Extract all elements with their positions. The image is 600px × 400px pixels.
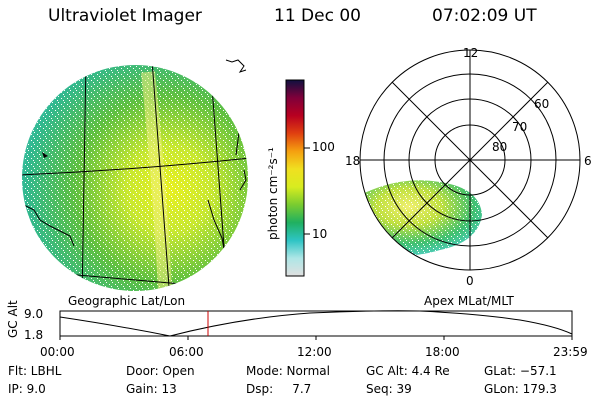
timeline-x-tick-1: 06:00 <box>169 345 204 359</box>
status-gain: Gain: 13 <box>126 382 177 396</box>
mlt-label-6: 6 <box>584 154 592 168</box>
lat-label-70: 70 <box>512 120 528 134</box>
time-label: 07:02:09 UT <box>432 6 537 26</box>
status-glat: GLat: −57.1 <box>484 364 557 378</box>
mlt-label-12: 12 <box>463 46 479 60</box>
polar-plot <box>359 49 581 271</box>
timeline-plot <box>59 310 573 340</box>
colorbar-tick-100: 100 <box>312 140 335 154</box>
geographic-image <box>22 59 248 291</box>
date-label: 11 Dec 00 <box>274 6 361 26</box>
timeline-x-tick-2: 12:00 <box>297 345 332 359</box>
timeline-y-tick-max: 9.0 <box>24 307 44 321</box>
timeline-axis-label: GC Alt <box>6 300 20 338</box>
polar-panel-label: Apex MLat/MLT <box>424 294 514 308</box>
sun-marker <box>42 152 48 158</box>
colorbar-unit-label: photon cm⁻²s⁻¹ <box>266 147 280 240</box>
status-ip: IP: 9.0 <box>8 382 46 396</box>
status-dsp: Dsp: 7.7 <box>246 382 312 396</box>
status-gc-alt: GC Alt: 4.4 Re <box>366 364 450 378</box>
lat-label-60: 60 <box>534 97 550 111</box>
altitude-curve <box>59 310 573 337</box>
status-glon: GLon: 179.3 <box>484 382 557 396</box>
mlt-label-0: 0 <box>466 274 474 288</box>
status-mode: Mode: Normal <box>246 364 330 378</box>
timeline-x-tick-0: 00:00 <box>40 345 75 359</box>
lat-label-80: 80 <box>492 140 508 154</box>
timeline-x-tick-4: 23:59 <box>553 345 588 359</box>
colorbar-tick-10: 10 <box>312 227 328 241</box>
colorbar <box>285 79 310 277</box>
status-seq: Seq: 39 <box>366 382 412 396</box>
timeline-x-tick-3: 18:00 <box>425 345 460 359</box>
polar-aurora <box>360 180 482 256</box>
instrument-title: Ultraviolet Imager <box>48 6 202 26</box>
status-door: Door: Open <box>126 364 195 378</box>
mlt-label-18: 18 <box>345 154 361 168</box>
geographic-panel-label: Geographic Lat/Lon <box>68 294 186 308</box>
status-filter: Flt: LBHL <box>8 364 62 378</box>
timeline-y-tick-min: 1.8 <box>24 328 44 342</box>
